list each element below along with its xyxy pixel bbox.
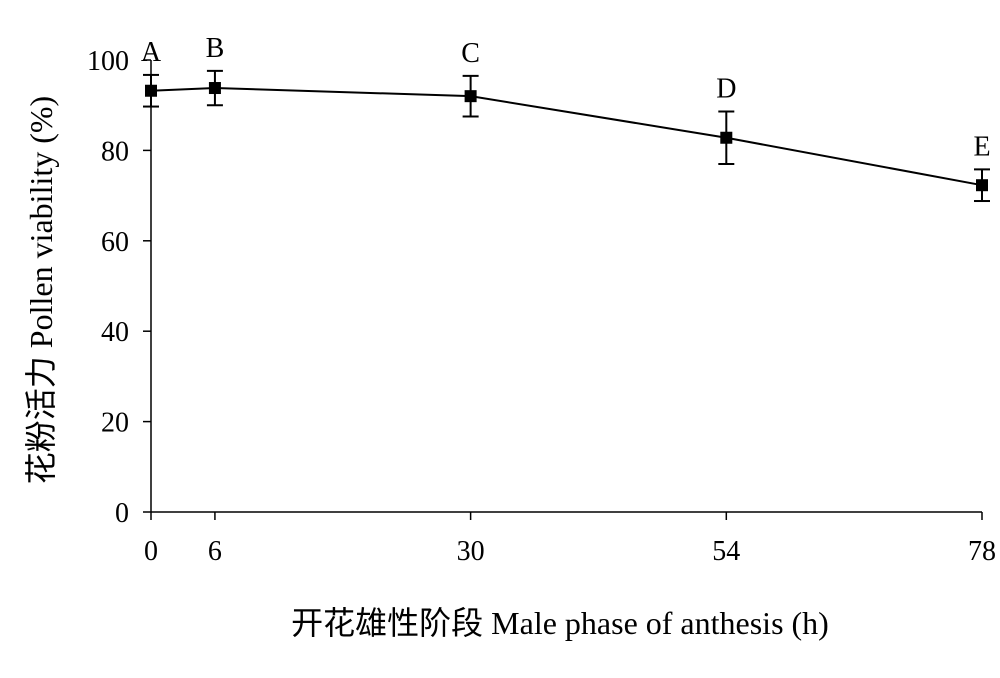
x-tick-label: 54	[712, 536, 740, 567]
x-axis-title: 开花雄性阶段 Male phase of anthesis (h)	[291, 605, 829, 641]
y-tick-label: 60	[101, 227, 129, 258]
y-tick-label: 100	[87, 46, 129, 77]
point-label: B	[206, 33, 225, 64]
point-label: A	[141, 37, 162, 68]
x-tick-label: 30	[457, 536, 485, 567]
data-series: A B C D E	[141, 33, 991, 203]
data-point-marker	[145, 84, 157, 97]
y-tick-label: 40	[101, 317, 129, 348]
data-point-marker	[464, 90, 477, 103]
x-ticks: 0 6 30 54 78	[144, 512, 996, 567]
x-tick-label: 6	[208, 536, 222, 567]
series-line	[150, 87, 983, 187]
y-ticks: 0 20 40 60 80 100	[87, 46, 151, 529]
point-label: E	[973, 131, 990, 162]
point-label: C	[461, 38, 480, 69]
data-point-marker	[720, 131, 733, 144]
data-point-marker	[208, 82, 221, 95]
y-axis-title: 花粉活力 Pollen viability (%)	[23, 96, 59, 484]
x-tick-label: 78	[968, 536, 996, 567]
data-point-marker	[976, 179, 988, 192]
y-tick-label: 20	[101, 408, 129, 439]
axes	[150, 60, 982, 513]
x-tick-label: 0	[144, 536, 158, 567]
y-tick-label: 80	[101, 136, 129, 167]
point-label: D	[716, 74, 736, 105]
y-tick-label: 0	[115, 498, 129, 529]
